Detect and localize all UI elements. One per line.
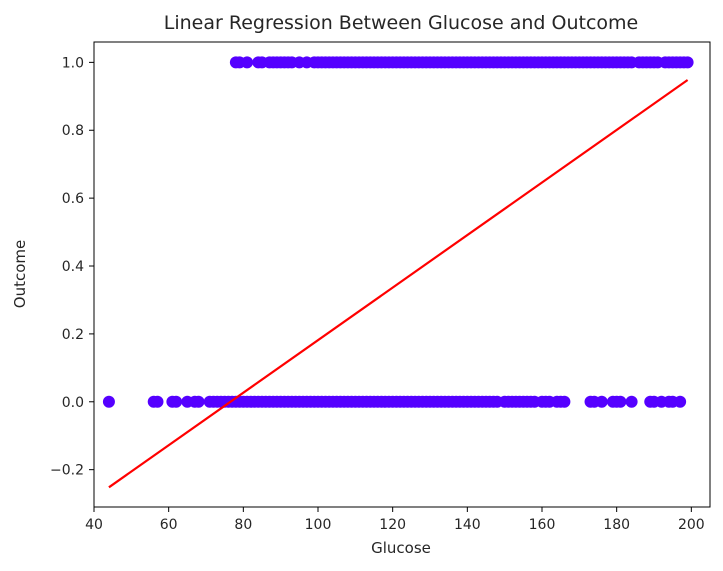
- x-tick-label: 180: [603, 517, 630, 533]
- data-point: [102, 395, 115, 408]
- x-tick-label: 120: [379, 517, 406, 533]
- data-point: [674, 395, 687, 408]
- y-tick-label: 0.6: [62, 191, 84, 207]
- x-tick-label: 80: [234, 517, 252, 533]
- data-point: [625, 395, 638, 408]
- regression-line: [108, 79, 689, 489]
- data-point: [151, 395, 164, 408]
- x-tick-label: 40: [85, 517, 103, 533]
- regression-line-layer: [108, 79, 689, 489]
- data-point: [614, 395, 627, 408]
- x-tick-label: 100: [305, 517, 332, 533]
- data-point: [192, 395, 205, 408]
- y-axis-label: Outcome: [11, 240, 29, 308]
- plot-frame: [93, 41, 711, 508]
- y-axis-ticks: −0.2 0.0 0.2 0.4 0.6 0.8 1.0: [50, 55, 94, 479]
- y-tick-label: −0.2: [50, 463, 84, 479]
- data-point: [595, 395, 608, 408]
- data-points: [102, 56, 694, 408]
- x-tick-label: 140: [454, 517, 481, 533]
- x-tick-label: 60: [160, 517, 178, 533]
- data-point: [241, 56, 254, 69]
- chart-title: Linear Regression Between Glucose and Ou…: [164, 12, 638, 34]
- x-axis-label: Glucose: [371, 539, 431, 557]
- x-tick-label: 160: [529, 517, 556, 533]
- data-point: [170, 395, 183, 408]
- data-point: [558, 395, 571, 408]
- x-tick-label: 200: [678, 517, 705, 533]
- y-tick-label: 0.0: [62, 395, 84, 411]
- y-tick-label: 0.2: [62, 327, 84, 343]
- data-point: [681, 56, 694, 69]
- x-axis-ticks: 40 60 80 100 120 140 160 180 200: [85, 507, 705, 533]
- y-tick-label: 1.0: [62, 55, 84, 71]
- y-tick-label: 0.8: [62, 123, 84, 139]
- y-tick-label: 0.4: [62, 259, 84, 275]
